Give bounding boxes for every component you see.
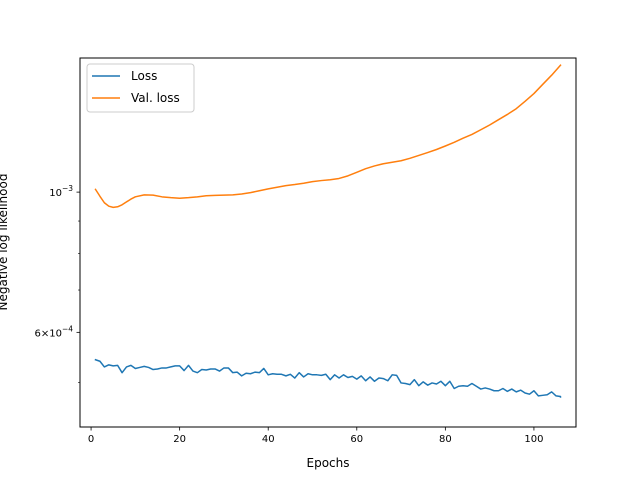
x-axis: 0 20 40 60 80 100 [88, 427, 543, 445]
x-tick-label: 60 [350, 434, 363, 445]
legend: Loss Val. loss [86, 63, 195, 113]
plot-frame [79, 57, 577, 428]
x-tick-label: 80 [439, 434, 452, 445]
x-tick-label: 100 [524, 434, 543, 445]
legend-label-loss: Loss [131, 69, 157, 83]
series-line-val-loss [94, 64, 562, 209]
x-tick-label: 20 [173, 434, 186, 445]
x-axis-title: Epochs [307, 456, 350, 470]
x-tick-label: 40 [262, 434, 275, 445]
y-axis: 10−3 6×10−4 [34, 184, 80, 383]
x-tick-label: 0 [88, 434, 94, 445]
legend-label-val-loss: Val. loss [131, 91, 180, 105]
y-tick-label: 10−3 [49, 184, 73, 199]
y-tick-label: 6×10−4 [34, 324, 73, 339]
y-axis-title: Negative log likelihood [0, 174, 10, 311]
series-layer [94, 64, 562, 398]
series-line-loss [94, 358, 562, 398]
